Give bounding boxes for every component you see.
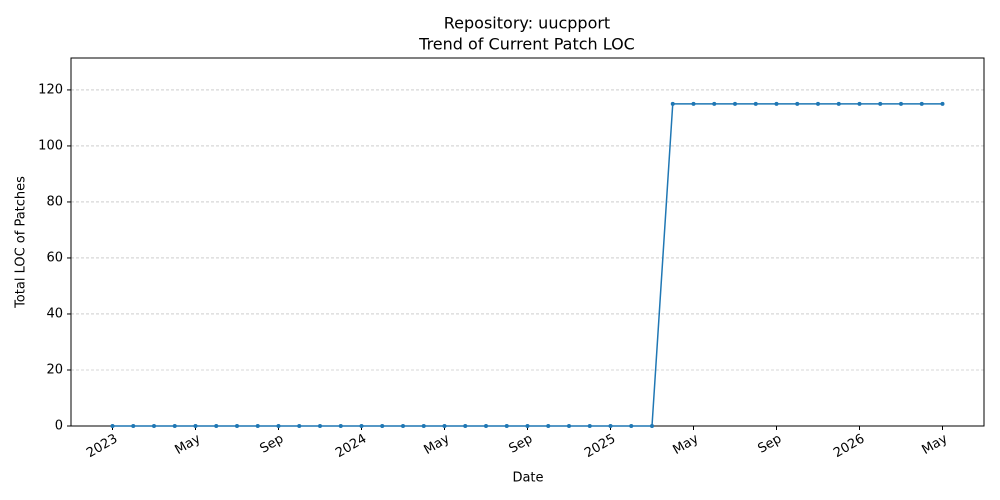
point	[753, 101, 758, 106]
point	[193, 424, 198, 428]
point	[276, 424, 281, 428]
y-tick-label: 0	[55, 419, 63, 434]
point	[214, 424, 219, 428]
point	[504, 424, 509, 428]
y-tick-label: 40	[46, 306, 63, 321]
point	[712, 101, 717, 106]
point	[940, 101, 945, 106]
point	[421, 424, 426, 428]
point	[172, 424, 177, 428]
point	[297, 424, 302, 428]
point	[629, 424, 634, 428]
point	[338, 424, 343, 428]
point	[733, 101, 737, 106]
chart-subtitle: Trend of Current Patch LOC	[418, 35, 635, 54]
point	[795, 101, 800, 106]
point	[463, 424, 468, 428]
y-tick-label: 20	[46, 362, 63, 377]
point	[650, 424, 654, 428]
chart-title: Repository: uucpport	[444, 14, 610, 33]
point	[608, 424, 613, 428]
y-tick-label: 80	[46, 194, 63, 209]
point	[774, 101, 779, 106]
point	[836, 101, 841, 106]
y-tick-label: 100	[38, 138, 63, 153]
point	[899, 101, 903, 106]
point	[255, 424, 260, 428]
point	[567, 424, 571, 428]
point	[919, 101, 924, 106]
point	[816, 101, 820, 106]
y-tick-label: 60	[46, 250, 63, 265]
point	[525, 424, 530, 428]
point	[857, 101, 862, 106]
point	[878, 101, 883, 106]
point	[691, 101, 696, 106]
y-axis-label: Total LOC of Patches	[14, 176, 29, 309]
y-tick-label: 120	[38, 82, 63, 97]
point	[484, 424, 488, 428]
point	[152, 424, 156, 428]
point	[546, 424, 551, 428]
point	[401, 424, 405, 428]
point	[442, 424, 447, 428]
point	[131, 424, 136, 428]
point	[670, 101, 675, 106]
point	[587, 424, 592, 428]
x-axis-label: Date	[512, 471, 543, 486]
point	[318, 424, 322, 428]
point	[380, 424, 385, 428]
point	[235, 424, 239, 428]
point	[110, 424, 115, 428]
point	[359, 424, 364, 428]
